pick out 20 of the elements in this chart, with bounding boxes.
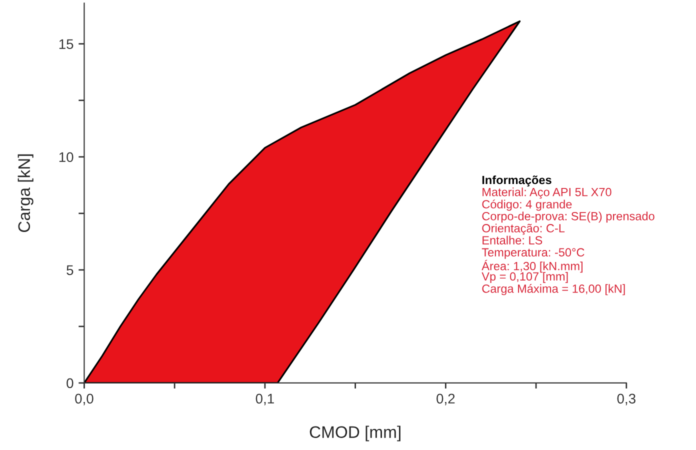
x-axis-title: CMOD [mm] xyxy=(310,426,400,442)
annotation: Área: 1,30 [kN.mm] xyxy=(482,260,582,273)
x-tick-label: 0,3 xyxy=(617,394,636,406)
x-tick-label: 0,1 xyxy=(256,394,274,406)
y-axis-title: Carga [kN] xyxy=(18,154,34,232)
annotation: Temperatura: -50°C xyxy=(482,248,584,259)
annotation: Carga Máxima = 16,00 [kN] xyxy=(482,284,625,296)
annotation: Vp = 0,107 [mm] xyxy=(482,272,568,283)
y-tick-label: 0 xyxy=(66,378,74,388)
x-tick-label: 0,0 xyxy=(75,394,94,406)
y-tick-label: 10 xyxy=(59,152,74,162)
annotation: Código: 4 grande xyxy=(482,200,572,211)
annotation: Orientação: C-L xyxy=(482,224,565,235)
y-tick-label: 5 xyxy=(66,265,74,276)
annotation: Material: Aço API 5L X70 xyxy=(482,188,612,199)
y-tick-label: 15 xyxy=(59,39,74,50)
x-tick-label: 0,2 xyxy=(436,394,455,406)
annotation: Corpo-de-prova: SE(B) prensado xyxy=(482,212,654,223)
annotation: Informações xyxy=(482,176,552,187)
annotation: Entalhe: LS xyxy=(482,236,542,244)
